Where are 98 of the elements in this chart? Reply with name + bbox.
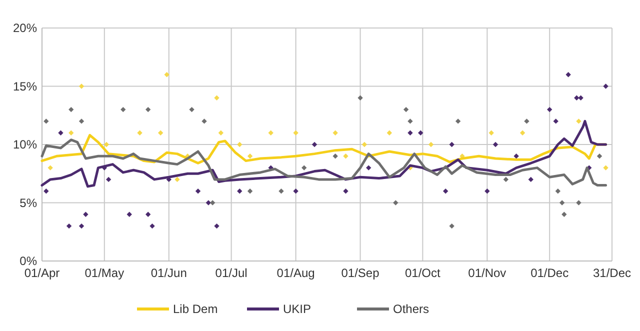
- point: [44, 118, 49, 124]
- point: [195, 188, 201, 194]
- point: [603, 165, 608, 170]
- point: [596, 154, 602, 159]
- point: [164, 72, 170, 78]
- point: [455, 118, 461, 124]
- point: [503, 176, 509, 182]
- point: [449, 142, 454, 148]
- point: [237, 142, 242, 148]
- point: [442, 188, 448, 194]
- legend-label: Others: [393, 302, 430, 316]
- point: [158, 130, 164, 136]
- point: [484, 188, 490, 194]
- point: [214, 95, 220, 100]
- point: [214, 223, 220, 229]
- point: [566, 72, 571, 78]
- point: [418, 130, 424, 136]
- point: [520, 130, 526, 136]
- y-tick-label: 15%: [12, 79, 38, 94]
- point: [358, 95, 363, 100]
- point: [58, 130, 64, 136]
- point: [386, 130, 392, 136]
- point: [218, 130, 224, 136]
- x-tick-label: 01/Oct: [405, 266, 442, 280]
- legend-label: Lib Dem: [173, 302, 218, 316]
- x-tick-label: 01/Dec: [530, 266, 569, 280]
- point: [546, 106, 552, 112]
- point: [366, 165, 372, 170]
- x-tick-label: 01/Jun: [150, 266, 187, 280]
- x-tick-label: 01/Aug: [276, 266, 315, 280]
- point: [576, 200, 582, 206]
- point: [68, 106, 74, 112]
- point: [120, 106, 126, 112]
- point: [268, 130, 274, 136]
- x-tick-label: 01/May: [84, 266, 124, 280]
- y-tick-label: 20%: [12, 21, 38, 36]
- point: [83, 212, 88, 217]
- point: [104, 142, 110, 148]
- point: [332, 154, 338, 159]
- point: [78, 118, 84, 124]
- point: [488, 130, 494, 136]
- point: [66, 223, 72, 229]
- point: [293, 130, 298, 136]
- point: [403, 106, 409, 112]
- point: [78, 84, 84, 89]
- point: [302, 165, 307, 170]
- y-tick-label: 5%: [20, 196, 38, 210]
- point: [492, 142, 498, 148]
- point: [524, 118, 530, 124]
- x-tick-label: 01/Nov: [468, 266, 506, 280]
- point: [145, 106, 151, 112]
- point: [247, 154, 253, 159]
- point: [145, 212, 151, 217]
- x-tick-label: 31/Dec: [592, 266, 632, 280]
- x-tick-label: 01/Apr: [24, 266, 60, 280]
- point: [528, 176, 534, 182]
- point: [393, 200, 398, 206]
- point: [332, 130, 338, 136]
- point: [578, 95, 584, 100]
- point: [78, 223, 84, 229]
- point: [514, 154, 519, 159]
- y-tick-label: 0%: [20, 254, 38, 268]
- point: [278, 188, 284, 194]
- line-series: [40, 120, 608, 188]
- point: [576, 118, 582, 124]
- point: [603, 84, 608, 89]
- point: [126, 212, 132, 217]
- line-series: [40, 138, 608, 187]
- point: [343, 154, 348, 159]
- point: [202, 118, 207, 124]
- point: [68, 130, 74, 136]
- point: [428, 142, 434, 148]
- point: [44, 188, 49, 194]
- point: [247, 188, 253, 194]
- point: [574, 95, 580, 100]
- point: [559, 200, 565, 206]
- point: [408, 130, 413, 136]
- point: [449, 223, 454, 229]
- point: [553, 118, 558, 124]
- point: [343, 188, 348, 194]
- point: [312, 142, 318, 148]
- point: [362, 142, 368, 148]
- x-tick-label: 01/Sep: [341, 266, 380, 280]
- point: [174, 176, 180, 182]
- point: [150, 223, 155, 229]
- point: [237, 188, 242, 194]
- point: [48, 165, 53, 170]
- y-tick-label: 10%: [12, 138, 38, 152]
- point: [210, 200, 216, 206]
- legend-label: UKIP: [283, 302, 312, 316]
- point: [106, 176, 112, 182]
- point: [555, 188, 561, 194]
- point: [189, 106, 194, 112]
- point: [562, 212, 567, 217]
- point: [137, 130, 142, 136]
- point: [293, 188, 298, 194]
- x-tick-label: 01/Jul: [215, 266, 248, 280]
- point: [408, 118, 413, 124]
